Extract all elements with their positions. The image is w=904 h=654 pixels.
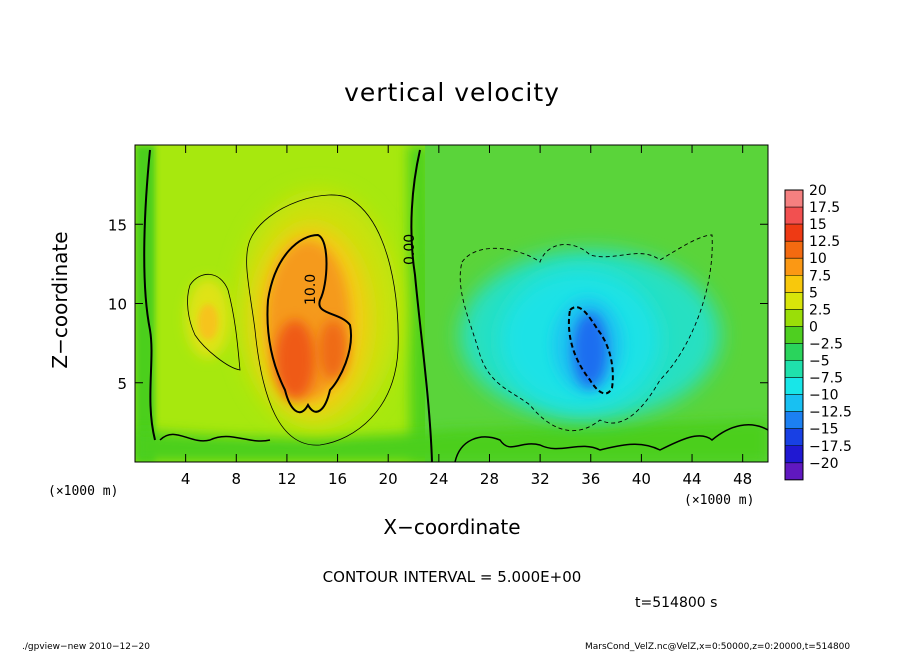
colorbar-label: −10: [809, 388, 839, 404]
x-tick-label: 4: [181, 470, 191, 488]
footer-command: ./gpview−new 2010−12−20: [22, 642, 150, 652]
x-axis-ticks: 4 8 12 16 20 24 28 32 36 40 44 48: [181, 145, 752, 488]
colorbar-label: 2.5: [809, 302, 831, 318]
colorbar-swatch: [785, 326, 803, 344]
contour-label-zero: 0.00: [402, 234, 418, 265]
colorbar-label: 20: [809, 183, 827, 199]
contour-zero-left: [143, 149, 156, 441]
zone-neutral-band: [408, 145, 440, 462]
colorbar-swatch: [785, 241, 803, 259]
x-tick-label: 40: [632, 470, 651, 488]
zone-left-green: [135, 145, 155, 462]
contour-bottom-wiggle: [454, 424, 768, 462]
zone-right-green: [425, 145, 768, 462]
downdraft-cyan: [500, 270, 660, 410]
x-tick-label: 24: [429, 470, 448, 488]
downdraft-sky: [552, 297, 624, 393]
contour-interval-note: CONTOUR INTERVAL = 5.000E+00: [322, 568, 582, 586]
secondary-core: [198, 304, 218, 340]
colorbar-label: 15: [809, 217, 827, 233]
colorbar-label: −7.5: [809, 371, 843, 387]
time-label: t=514800 s: [635, 595, 718, 611]
contour-zero: [410, 149, 433, 462]
x-tick-label: 12: [277, 470, 296, 488]
colorbar-label: −20: [809, 456, 839, 472]
x-tick-label: 48: [733, 470, 752, 488]
colorbar-swatch: [785, 224, 803, 242]
contour-updraft-5: [246, 194, 399, 446]
y-axis-label: Z−coordinate: [48, 231, 72, 369]
plot-background: [135, 145, 768, 462]
x-tick-label: 32: [531, 470, 550, 488]
colorbar-label: −17.5: [809, 439, 852, 455]
colorbar-label: 0: [809, 319, 818, 335]
x-tick-label: 8: [232, 470, 242, 488]
x-axis-label: X−coordinate: [383, 515, 521, 539]
colorbar-label: 12.5: [809, 234, 840, 250]
footer-file-info: MarsCond_VelZ.nc@VelZ,x=0:50000,z=0:2000…: [585, 642, 851, 652]
x-tick-label: 16: [328, 470, 347, 488]
colorbar-label: −2.5: [809, 336, 843, 352]
colorbar-swatch: [785, 445, 803, 463]
x-tick-label: 36: [581, 470, 600, 488]
contour-left-bottom: [159, 433, 271, 442]
updraft-orange: [266, 240, 350, 400]
colorbar-label: −12.5: [809, 405, 852, 421]
colorbar-swatch: [785, 394, 803, 412]
contour-downdraft-5: [459, 234, 713, 432]
colorbar-swatch: [785, 207, 803, 225]
colorbar-swatch: [785, 309, 803, 327]
colorbar-frame: [784, 189, 804, 481]
y-tick-label: 15: [108, 216, 127, 234]
x-tick-label: 28: [480, 470, 499, 488]
colorbar-swatch: [785, 360, 803, 378]
updraft-outer: [236, 190, 400, 430]
updraft-core: [275, 320, 315, 400]
colorbar-swatch: [785, 190, 803, 208]
updraft-yellow: [254, 225, 370, 415]
colorbar-swatch: [785, 343, 803, 361]
colorbar-swatch: [785, 428, 803, 446]
chart-title: vertical velocity: [344, 78, 560, 107]
colorbar-label: −5: [809, 354, 830, 370]
colorbar-swatch: [785, 275, 803, 293]
contour-secondary-5: [187, 273, 241, 371]
colorbar-swatch: [785, 258, 803, 276]
colorbar-swatch: [785, 411, 803, 429]
colorbar-swatch: [785, 462, 803, 480]
contour-updraft-10: [266, 233, 352, 414]
contour-downdraft-10: [567, 306, 614, 395]
colorbar-label: 17.5: [809, 200, 840, 216]
colorbar-label: 10: [809, 251, 827, 267]
plot-frame: [134, 144, 769, 463]
downdraft-outer: [460, 250, 720, 420]
colorbar-swatch: [785, 377, 803, 395]
y-axis-ticks: 5 10 15: [108, 216, 768, 393]
colorbar-label: 7.5: [809, 268, 831, 284]
zone-bottom-green: [135, 420, 768, 462]
x-unit-label-left: (×1000 m): [48, 484, 119, 499]
x-unit-label-right: (×1000 m): [684, 493, 755, 508]
colorbar-swatch: [785, 292, 803, 310]
y-tick-label: 10: [108, 296, 127, 314]
colorbar-label: 5: [809, 285, 818, 301]
updraft-core2: [319, 320, 347, 380]
x-tick-label: 44: [682, 470, 701, 488]
x-tick-label: 20: [379, 470, 398, 488]
colorbar-label: −15: [809, 422, 839, 438]
downdraft-core: [572, 312, 608, 388]
secondary-updraft: [186, 278, 230, 358]
contour-label-updraft: 10.0: [303, 274, 319, 305]
y-tick-label: 5: [117, 375, 127, 393]
